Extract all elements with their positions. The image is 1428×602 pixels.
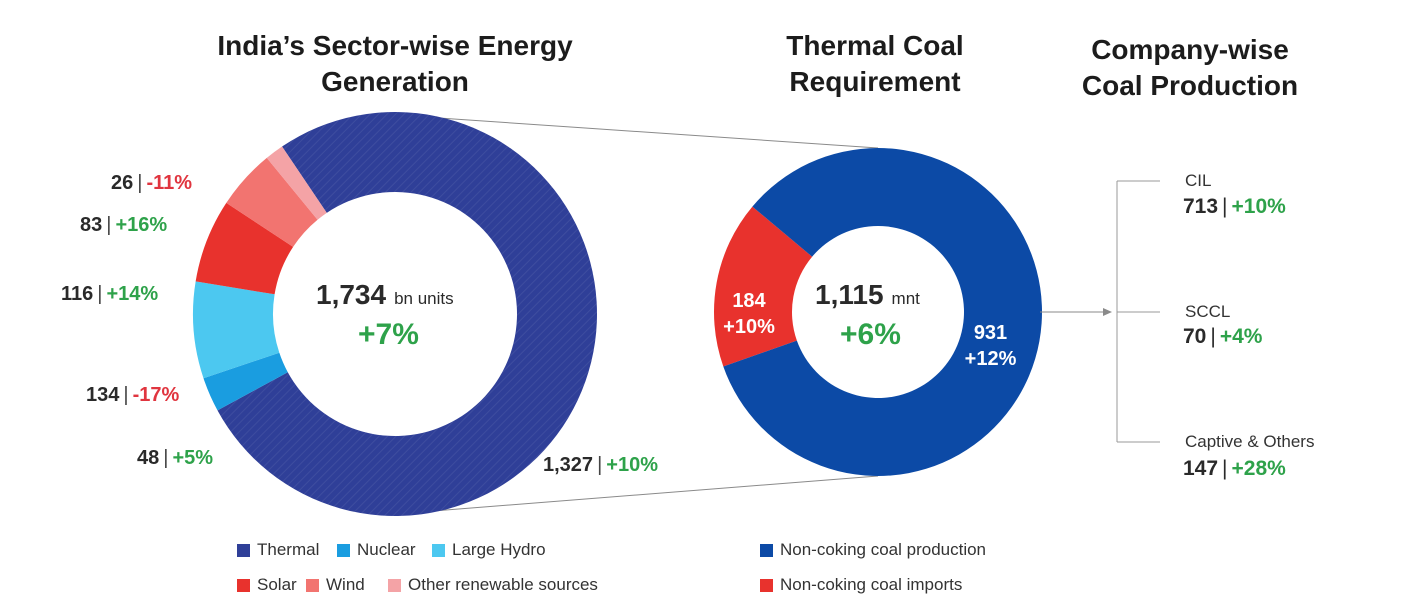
zoom-connector-bottom — [394, 475, 879, 515]
coal-chart-title: Thermal Coal Requirement — [786, 30, 964, 97]
arrow-head-icon — [1103, 308, 1112, 316]
donut-slice-wind — [226, 157, 318, 247]
sector-chart-title: India’s Sector-wise Energy Generation — [217, 30, 573, 97]
coal-center-total: 1,115 mnt — [815, 279, 920, 310]
slice-label-production: 931 +12% — [964, 322, 1017, 370]
legend-item-non-coking-production: Non-coking coal production — [760, 540, 986, 560]
sector-donut — [192, 111, 598, 516]
legend-swatch — [237, 543, 250, 557]
legend-swatch — [237, 578, 250, 592]
legend-item-solar: Solar — [237, 575, 297, 595]
legend-swatch — [760, 578, 773, 592]
legend-swatch — [388, 578, 401, 592]
legend-item-other-renewables: Other renewable sources — [388, 575, 598, 595]
legend-swatch — [306, 578, 319, 592]
company-chart-title: Company-wise Coal Production — [1081, 34, 1299, 101]
company-value-cil: 713 | +10% — [1183, 195, 1286, 218]
slice-label-imports: 184 +10% — [723, 290, 775, 338]
donut-slice-texture — [217, 111, 598, 516]
legend-item-nuclear: Nuclear — [337, 540, 416, 560]
legend-item-non-coking-imports: Non-coking coal imports — [760, 575, 962, 595]
legend-item-thermal: Thermal — [237, 540, 319, 560]
slice-label-other-renewables: 26 | -11% — [111, 172, 193, 194]
slice-label-solar: 116 | +14% — [61, 283, 159, 305]
company-name-captive: Captive & Others — [1185, 432, 1315, 451]
coal-center-change: +6% — [840, 318, 901, 351]
donut-slice-large-hydro — [192, 281, 280, 379]
zoom-connector-top — [394, 114, 879, 149]
slice-label-nuclear: 48 | +5% — [137, 447, 214, 469]
sector-center-change: +7% — [358, 318, 419, 351]
sector-center-total: 1,734 bn units — [316, 279, 454, 310]
company-value-captive: 147 | +28% — [1183, 457, 1286, 480]
slice-label-thermal: 1,327 | +10% — [543, 454, 658, 476]
legend-item-wind: Wind — [306, 575, 365, 595]
donut-slice-solar — [195, 202, 294, 295]
legend-item-large-hydro: Large Hydro — [432, 540, 546, 560]
coal-donut — [713, 147, 1042, 476]
legend-swatch — [760, 543, 773, 557]
company-name-cil: CIL — [1185, 171, 1212, 190]
slice-label-wind: 83 | +16% — [80, 214, 168, 236]
company-value-sccl: 70 | +4% — [1183, 325, 1263, 348]
legend-swatch — [432, 543, 445, 557]
donut-slice-non-coking-coal-imports — [713, 206, 813, 367]
donut-slice-non-coking-coal-production — [723, 147, 1042, 476]
legend-swatch — [337, 543, 350, 557]
company-name-sccl: SCCL — [1185, 302, 1231, 321]
slice-label-large-hydro: 134 | -17% — [86, 384, 180, 406]
donut-slice-nuclear — [203, 352, 288, 411]
donut-slice-other-renewable-sources — [266, 146, 327, 220]
